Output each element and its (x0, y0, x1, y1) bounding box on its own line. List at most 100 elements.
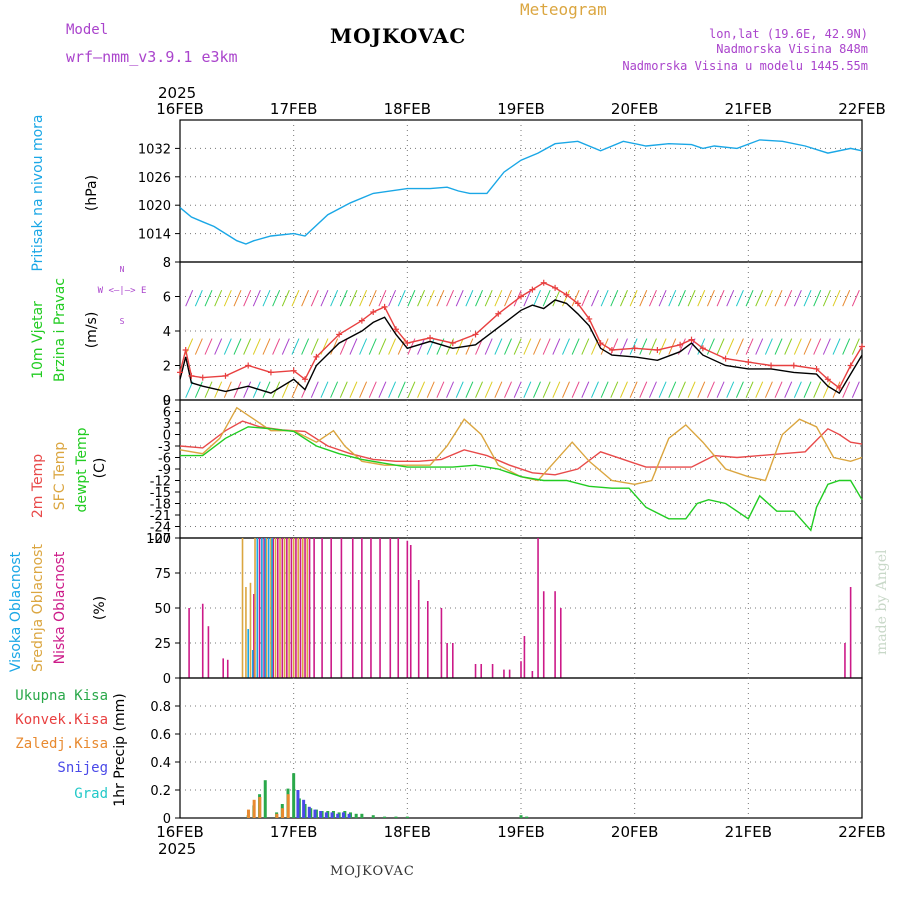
wind-barb (494, 381, 503, 398)
gust-marker (824, 376, 831, 383)
wind-barb (330, 381, 339, 398)
wind-barb (252, 381, 261, 398)
wind-barb (484, 338, 493, 355)
wind-barb (639, 381, 648, 398)
gust-marker (586, 315, 593, 322)
wind-barb (417, 338, 426, 355)
gust-marker (404, 340, 411, 347)
wind-barb (436, 290, 445, 307)
gust-marker (813, 365, 820, 372)
wind-barb (658, 338, 667, 355)
gust-marker (392, 326, 399, 333)
elevation-label: Nadmorska Visina 848m (716, 42, 868, 56)
x-tick-label-bottom: 17FEB (270, 823, 317, 841)
wind-barb (194, 381, 203, 398)
precip-bar-ukupna-kisa (263, 780, 267, 818)
compass-north: N (120, 265, 125, 274)
wind-barb (214, 338, 223, 355)
wind-barb (533, 290, 541, 307)
y-tick-label: 1026 (138, 171, 171, 186)
wind-barb (658, 381, 667, 398)
x-tick-label-bottom: 20FEB (611, 823, 658, 841)
wind-barb (639, 338, 648, 355)
wind-barb (185, 290, 194, 307)
wind-barb (803, 338, 812, 355)
y-tick-label: -15 (150, 486, 171, 501)
wind-barb (494, 290, 503, 307)
wind-barb (252, 290, 261, 307)
legend-conv-rain: Konvek.Kisa (15, 712, 108, 728)
footer-station: MOJKOVAC (330, 864, 415, 879)
gust-marker (552, 284, 559, 291)
wind-barb (832, 381, 841, 398)
wind-barb (726, 290, 735, 307)
gust-marker (199, 374, 206, 381)
wind-barb (349, 290, 358, 307)
wind-barb (581, 338, 590, 355)
wind-barb (426, 338, 435, 355)
wind-barb (359, 338, 368, 355)
wind-barb (735, 290, 744, 307)
wind-barb (504, 290, 512, 307)
wind-barb (793, 338, 802, 355)
wind-barb (648, 290, 657, 307)
wind-barb (310, 290, 319, 307)
wind-barb (281, 290, 290, 307)
y-tick-label: 0.4 (150, 756, 171, 771)
wind-barb (214, 290, 223, 307)
wind-barb (697, 290, 706, 307)
wind-barb (272, 290, 281, 307)
wind-panel: 0 2 4 6 8 10m Vjetar Brzina i Pravac (m/s) W… (30, 256, 865, 409)
wind-barb (233, 290, 242, 307)
y-tick-label: 0.8 (150, 700, 171, 715)
y-tick-label: 6 (163, 406, 171, 421)
wind-barb (591, 381, 599, 398)
y-tick-label: 0 (163, 429, 171, 444)
gust-marker (722, 355, 729, 362)
wind-barb (359, 381, 368, 398)
wind-barb (764, 381, 773, 398)
precip-bar-snijeg (307, 806, 311, 818)
y-tick-label: 1014 (138, 228, 171, 243)
wind-barb (223, 338, 232, 355)
wind-barb (194, 338, 203, 355)
gust-marker (688, 336, 695, 343)
gust-marker (631, 345, 638, 352)
y-tick-label: 25 (154, 637, 171, 652)
compass-south: S (120, 317, 125, 326)
wind-barb (793, 381, 802, 398)
pressure-y-ticks: 1014 1020 1026 1032 (138, 142, 180, 243)
wind-barb (320, 381, 329, 398)
wind-barb (446, 290, 455, 307)
gust-marker (677, 341, 684, 348)
y-tick-label: 6 (163, 291, 171, 306)
wind-barb (822, 290, 831, 307)
cloud-ylabel-low: Niska Oblacnost (52, 551, 68, 664)
wind-barb (233, 338, 242, 355)
wind-barb (310, 381, 319, 398)
series-line-brzina-vjetra (179, 299, 863, 395)
wind-barb (842, 381, 851, 398)
wind-barb (851, 338, 860, 355)
wind-barb (697, 381, 706, 398)
precip-bar-ukupna-kisa (394, 816, 398, 818)
wind-barb (764, 338, 773, 355)
wind-barb (648, 381, 657, 398)
wind-barb (629, 381, 638, 398)
wind-barb (368, 290, 377, 307)
wind-barb (397, 338, 406, 355)
wind-barb (291, 381, 300, 398)
gust-marker (518, 293, 524, 300)
wind-barb (378, 290, 387, 307)
gust-marker (381, 303, 388, 310)
wind-barb (620, 290, 628, 307)
gust-marker (699, 345, 706, 352)
wind-barb (755, 338, 764, 355)
precip-bar-zaledj-kisa (275, 813, 279, 818)
wind-barb (726, 381, 735, 398)
gust-marker (267, 369, 274, 376)
wind-barb (204, 338, 213, 355)
y-tick-label: -27 (150, 532, 171, 547)
